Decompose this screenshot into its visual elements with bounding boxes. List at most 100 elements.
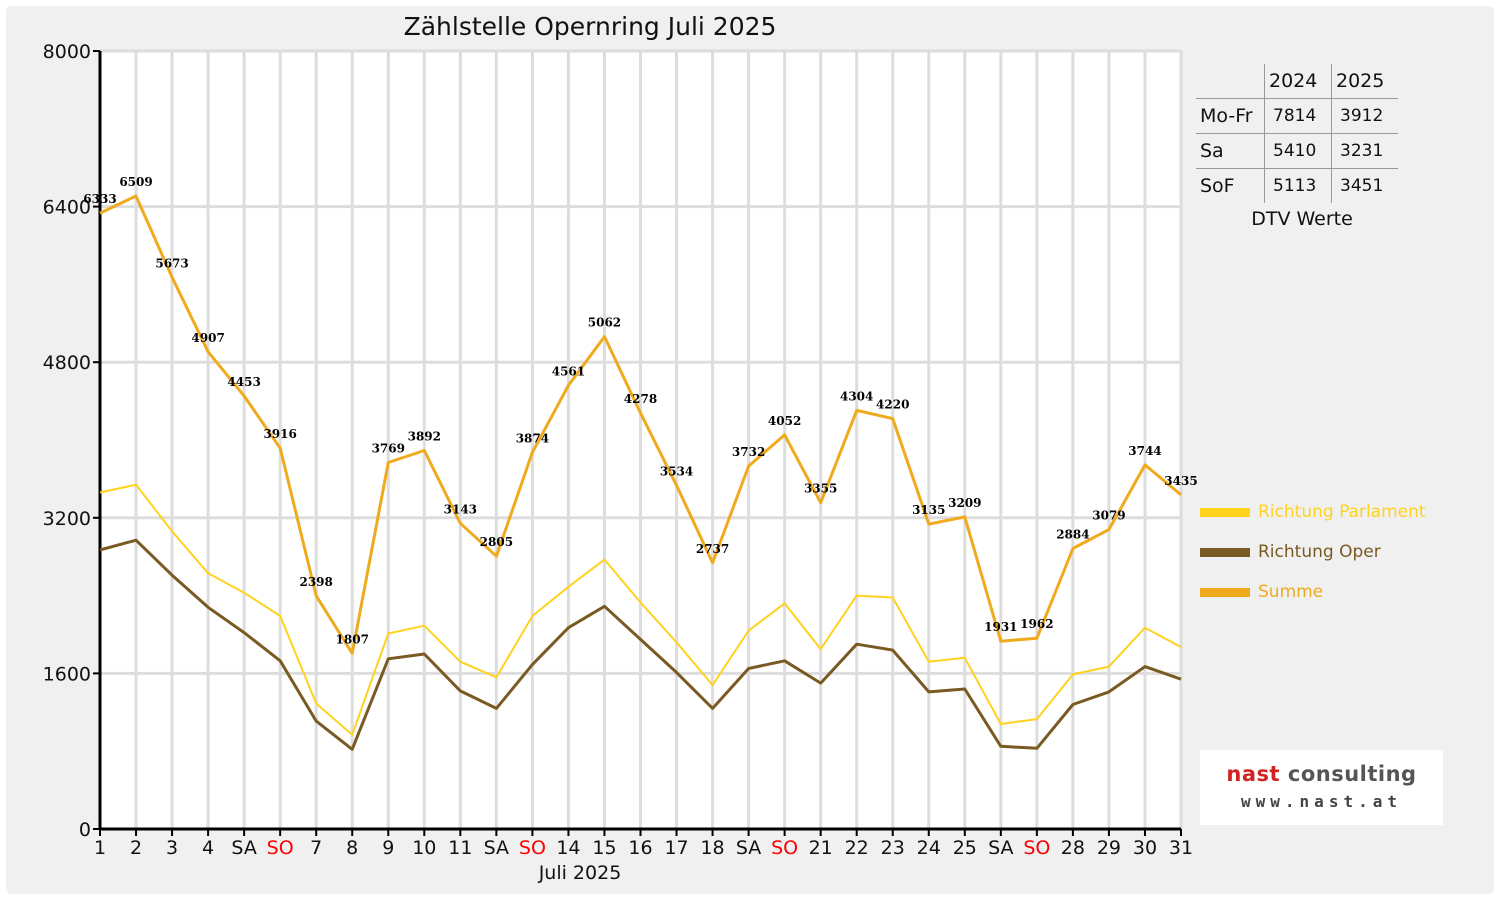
dtv-header-row: 2024 2025	[1196, 64, 1398, 99]
x-tick-label: 30	[1133, 837, 1157, 859]
legend-swatch	[1200, 547, 1250, 557]
data-label: 3744	[1128, 444, 1161, 458]
data-label: 6509	[119, 175, 152, 189]
data-label: 1962	[1020, 617, 1053, 631]
x-tick-label: 21	[809, 837, 833, 859]
x-tick-label: SO	[1023, 837, 1050, 859]
dtv-value-2025: 3231	[1331, 133, 1398, 169]
dtv-header-empty	[1196, 64, 1265, 99]
x-tick-label: SA	[231, 837, 256, 859]
series-line	[99, 483, 1182, 736]
y-tick-label: 3200	[43, 508, 91, 530]
data-label: 4453	[227, 375, 260, 389]
data-label: 4278	[624, 392, 657, 406]
x-tick-label: 3	[166, 837, 178, 859]
x-tick-label: 24	[917, 837, 941, 859]
x-tick-label: SO	[519, 837, 546, 859]
data-label: 4907	[191, 331, 224, 345]
x-tick-label: SA	[736, 837, 761, 859]
x-tick-label: SO	[267, 837, 294, 859]
data-label: 3892	[408, 430, 441, 444]
y-tick-label: 8000	[43, 41, 91, 63]
x-tick-label: 1	[94, 837, 106, 859]
dtv-row-mofr: Mo-Fr 7814 3912	[1196, 98, 1398, 134]
logo-name: nast consulting	[1226, 762, 1417, 786]
x-tick-label: 29	[1097, 837, 1121, 859]
data-label: 4561	[552, 364, 585, 378]
company-logo: nast consulting www.nast.at	[1200, 750, 1443, 825]
data-label: 3143	[444, 502, 477, 516]
x-tick-label: 11	[448, 837, 472, 859]
logo-url: www.nast.at	[1241, 792, 1402, 811]
data-label: 1931	[984, 620, 1017, 634]
dtv-caption: DTV Werte	[1251, 208, 1353, 230]
y-tick-label: 0	[79, 819, 91, 841]
data-label: 6333	[83, 192, 116, 206]
data-label: 3435	[1164, 474, 1197, 488]
x-tick-label: SO	[771, 837, 798, 859]
dtv-row-label: SoF	[1200, 175, 1235, 197]
x-tick-label: 28	[1061, 837, 1085, 859]
series-line	[99, 538, 1182, 751]
y-tick-label: 1600	[43, 663, 91, 685]
data-label: 3355	[804, 482, 837, 496]
chart-legend: Richtung Parlament Richtung Oper Summe	[1200, 492, 1426, 612]
dtv-value-2024: 5410	[1264, 133, 1332, 169]
chart-title: Zählstelle Opernring Juli 2025	[403, 12, 777, 41]
x-tick-label: 17	[664, 837, 688, 859]
x-tick-label: 10	[412, 837, 436, 859]
x-tick-label: 16	[628, 837, 652, 859]
x-tick-label: 2	[130, 837, 142, 859]
data-label: 4220	[876, 398, 909, 412]
x-tick-label: 25	[953, 837, 977, 859]
dtv-value-2025: 3912	[1331, 98, 1398, 134]
data-label: 3769	[372, 441, 405, 455]
dtv-row-label: Sa	[1196, 133, 1265, 169]
x-tick-label: 31	[1169, 837, 1193, 859]
legend-label: Richtung Oper	[1258, 542, 1381, 562]
data-label: 2805	[480, 535, 513, 549]
x-tick-label: 8	[346, 837, 358, 859]
dtv-value-2024: 5113	[1264, 168, 1332, 203]
x-axis-label: Juli 2025	[538, 862, 622, 884]
legend-item-parlament: Richtung Parlament	[1200, 492, 1426, 532]
data-label: 3534	[660, 464, 693, 478]
legend-swatch	[1200, 507, 1250, 517]
x-tick-label: SA	[484, 837, 509, 859]
x-tick-label: 18	[700, 837, 724, 859]
legend-swatch	[1200, 587, 1250, 597]
legend-label: Richtung Parlament	[1258, 502, 1426, 522]
dtv-header-2024: 2024	[1264, 64, 1332, 99]
dtv-row-label: Mo-Fr	[1196, 98, 1265, 134]
x-tick-label: 23	[881, 837, 905, 859]
data-label: 2737	[696, 542, 729, 556]
y-tick-label: 4800	[43, 352, 91, 374]
data-label: 3079	[1092, 509, 1125, 523]
x-tick-label: 4	[202, 837, 214, 859]
dtv-row-sa: Sa 5410 3231	[1196, 133, 1398, 169]
data-label: 5673	[155, 256, 188, 270]
x-tick-label: 15	[592, 837, 616, 859]
dtv-table: 2024 2025 Mo-Fr 7814 3912 Sa 5410 3231 S…	[1196, 64, 1398, 203]
data-label: 5062	[588, 316, 621, 330]
data-label: 3874	[516, 431, 549, 445]
data-label: 2398	[299, 575, 332, 589]
legend-label: Summe	[1258, 582, 1324, 602]
data-label: 1807	[336, 632, 369, 646]
data-label: 3732	[732, 445, 765, 459]
x-tick-label: 7	[310, 837, 322, 859]
data-label: 4052	[768, 414, 801, 428]
legend-item-oper: Richtung Oper	[1200, 532, 1426, 572]
x-tick-label: 14	[556, 837, 580, 859]
legend-item-summe: Summe	[1200, 572, 1426, 612]
series-line	[99, 194, 1182, 655]
data-label: 3209	[948, 496, 981, 510]
x-tick-label: 22	[845, 837, 869, 859]
x-tick-label: SA	[988, 837, 1013, 859]
dtv-value-2024: 7814	[1264, 98, 1332, 134]
data-label: 3135	[912, 503, 945, 517]
data-label: 2884	[1056, 528, 1089, 542]
x-tick-label: 9	[382, 837, 394, 859]
dtv-row-sof: SoF 5113 3451	[1196, 168, 1398, 203]
